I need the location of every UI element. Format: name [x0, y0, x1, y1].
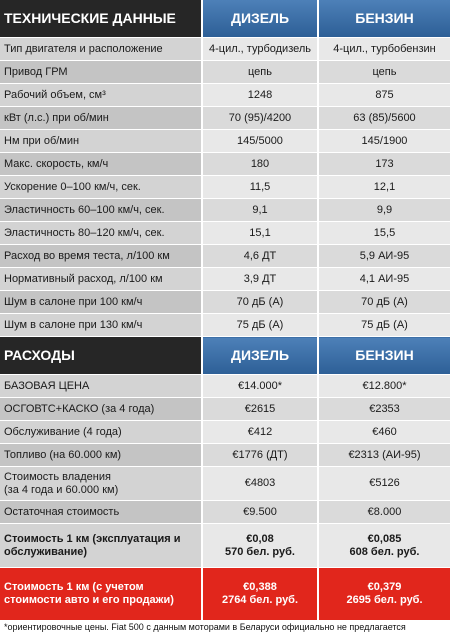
row-label: Шум в салоне при 130 км/ч — [0, 313, 202, 337]
table-row: Нм при об/мин 145/5000 145/1900 — [0, 129, 450, 153]
cell-value: €460 — [317, 420, 450, 444]
cell-value: 875 — [317, 83, 450, 107]
cell-value: 12,1 — [317, 175, 450, 199]
cell-value: 11,5 — [201, 175, 318, 199]
cell-value: €0,388 2764 бел. руб. — [201, 567, 318, 621]
cell-value: ДИЗЕЛЬ — [201, 336, 318, 375]
cell-value: €0,085 608 бел. руб. — [317, 523, 450, 568]
cell-value: 4-цил., турбобензин — [317, 37, 450, 61]
cell-value: цепь — [317, 60, 450, 84]
table-row: БАЗОВАЯ ЦЕНА €14.000* €12.800* — [0, 374, 450, 398]
row-label: Обслуживание (4 года) — [0, 420, 202, 444]
cell-value: ДИЗЕЛЬ — [201, 0, 318, 38]
cell-value: 145/1900 — [317, 129, 450, 153]
table-row: Остаточная стоимость €9.500 €8.000 — [0, 500, 450, 524]
cell-value: 4,6 ДТ — [201, 244, 318, 268]
row-label: Стоимость 1 км (эксплуатация и обслужива… — [0, 523, 202, 568]
cell-value: €8.000 — [317, 500, 450, 524]
table-row: Топливо (на 60.000 км) €1776 (ДТ) €2313 (А… — [0, 443, 450, 467]
cell-value: €412 — [201, 420, 318, 444]
table-row: Обслуживание (4 года) €412 €460 — [0, 420, 450, 444]
row-label: Эластичность 80–120 км/ч, сек. — [0, 221, 202, 245]
row-label: Ускорение 0–100 км/ч, сек. — [0, 175, 202, 199]
cell-value: 9,9 — [317, 198, 450, 222]
table-row: Ускорение 0–100 км/ч, сек. 11,5 12,1 — [0, 175, 450, 199]
table-row: Рабочий объем, см³ 1248 875 — [0, 83, 450, 107]
cell-value: 1248 — [201, 83, 318, 107]
cell-value: цепь — [201, 60, 318, 84]
cell-value: 3,9 ДТ — [201, 267, 318, 291]
row-label: Эластичность 60–100 км/ч, сек. — [0, 198, 202, 222]
table-row: Тип двигателя и расположение 4-цил., турб… — [0, 37, 450, 61]
row-label: Расход во время теста, л/100 км — [0, 244, 202, 268]
cell-value: БЕНЗИН — [317, 0, 450, 38]
table-row: Привод ГРМ цепь цепь — [0, 60, 450, 84]
row-label: кВт (л.с.) при об/мин — [0, 106, 202, 130]
table-row: кВт (л.с.) при об/мин 70 (95)/4200 63 (85)… — [0, 106, 450, 130]
cell-value: 15,1 — [201, 221, 318, 245]
cell-value: 5,9 АИ-95 — [317, 244, 450, 268]
cell-value: 4,1 АИ-95 — [317, 267, 450, 291]
row-label: ТЕХНИЧЕСКИЕ ДАННЫЕ — [0, 0, 202, 38]
row-label: Шум в салоне при 100 км/ч — [0, 290, 202, 314]
cell-value: 70 (95)/4200 — [201, 106, 318, 130]
cell-value: €12.800* — [317, 374, 450, 398]
cell-value: €1776 (ДТ) — [201, 443, 318, 467]
cell-value: 63 (85)/5600 — [317, 106, 450, 130]
cell-value: 9,1 — [201, 198, 318, 222]
table-row: Эластичность 60–100 км/ч, сек. 9,1 9,9 — [0, 198, 450, 222]
row-label: Рабочий объем, см³ — [0, 83, 202, 107]
cell-value: 180 — [201, 152, 318, 176]
cell-value: 145/5000 — [201, 129, 318, 153]
cell-value: БЕНЗИН — [317, 336, 450, 375]
table-row: Стоимость владения (за 4 года и 60.000 к… — [0, 466, 450, 501]
cell-value: €2615 — [201, 397, 318, 421]
table-row: ОСГОВТС+КАСКО (за 4 года) €2615 €2353 — [0, 397, 450, 421]
row-label: Стоимость владения (за 4 года и 60.000 к… — [0, 466, 202, 501]
row-label: Тип двигателя и расположение — [0, 37, 202, 61]
table-row: Стоимость 1 км (эксплуатация и обслужива… — [0, 523, 450, 568]
table-row: Шум в салоне при 130 км/ч 75 дБ (А) 75 дБ … — [0, 313, 450, 337]
table-row: РАСХОДЫ ДИЗЕЛЬ БЕНЗИН — [0, 336, 450, 375]
row-label: Привод ГРМ — [0, 60, 202, 84]
table-row: Стоимость 1 км (с учетом стоимости авто … — [0, 567, 450, 621]
cell-value: 70 дБ (А) — [317, 290, 450, 314]
cell-value: 15,5 — [317, 221, 450, 245]
table-row: Нормативный расход, л/100 км 3,9 ДТ 4,1 АИ… — [0, 267, 450, 291]
row-label: Макс. скорость, км/ч — [0, 152, 202, 176]
cell-value: 75 дБ (А) — [201, 313, 318, 337]
table-row: Эластичность 80–120 км/ч, сек. 15,1 15,5 — [0, 221, 450, 245]
row-label: РАСХОДЫ — [0, 336, 202, 375]
table-row: Шум в салоне при 100 км/ч 70 дБ (А) 70 дБ … — [0, 290, 450, 314]
cell-value: €4803 — [201, 466, 318, 501]
cell-value: €9.500 — [201, 500, 318, 524]
row-label: Остаточная стоимость — [0, 500, 202, 524]
table-row: Расход во время теста, л/100 км 4,6 ДТ 5,9… — [0, 244, 450, 268]
table-row: ТЕХНИЧЕСКИЕ ДАННЫЕ ДИЗЕЛЬ БЕНЗИН — [0, 0, 450, 38]
cell-value: €2313 (АИ-95) — [317, 443, 450, 467]
row-label: Топливо (на 60.000 км) — [0, 443, 202, 467]
cell-value: €0,08 570 бел. руб. — [201, 523, 318, 568]
table-row: Макс. скорость, км/ч 180 173 — [0, 152, 450, 176]
cell-value: 4-цил., турбодизель — [201, 37, 318, 61]
cell-value: €2353 — [317, 397, 450, 421]
cell-value: €0,379 2695 бел. руб. — [317, 567, 450, 621]
cell-value: 70 дБ (А) — [201, 290, 318, 314]
cell-value: 173 — [317, 152, 450, 176]
cell-value: 75 дБ (А) — [317, 313, 450, 337]
cell-value: €5126 — [317, 466, 450, 501]
row-label: ОСГОВТС+КАСКО (за 4 года) — [0, 397, 202, 421]
footnote: *ориентировочные цены. Fiat 500 с данным… — [4, 622, 406, 632]
cell-value: €14.000* — [201, 374, 318, 398]
row-label: БАЗОВАЯ ЦЕНА — [0, 374, 202, 398]
row-label: Нормативный расход, л/100 км — [0, 267, 202, 291]
row-label: Стоимость 1 км (с учетом стоимости авто … — [0, 567, 202, 621]
row-label: Нм при об/мин — [0, 129, 202, 153]
